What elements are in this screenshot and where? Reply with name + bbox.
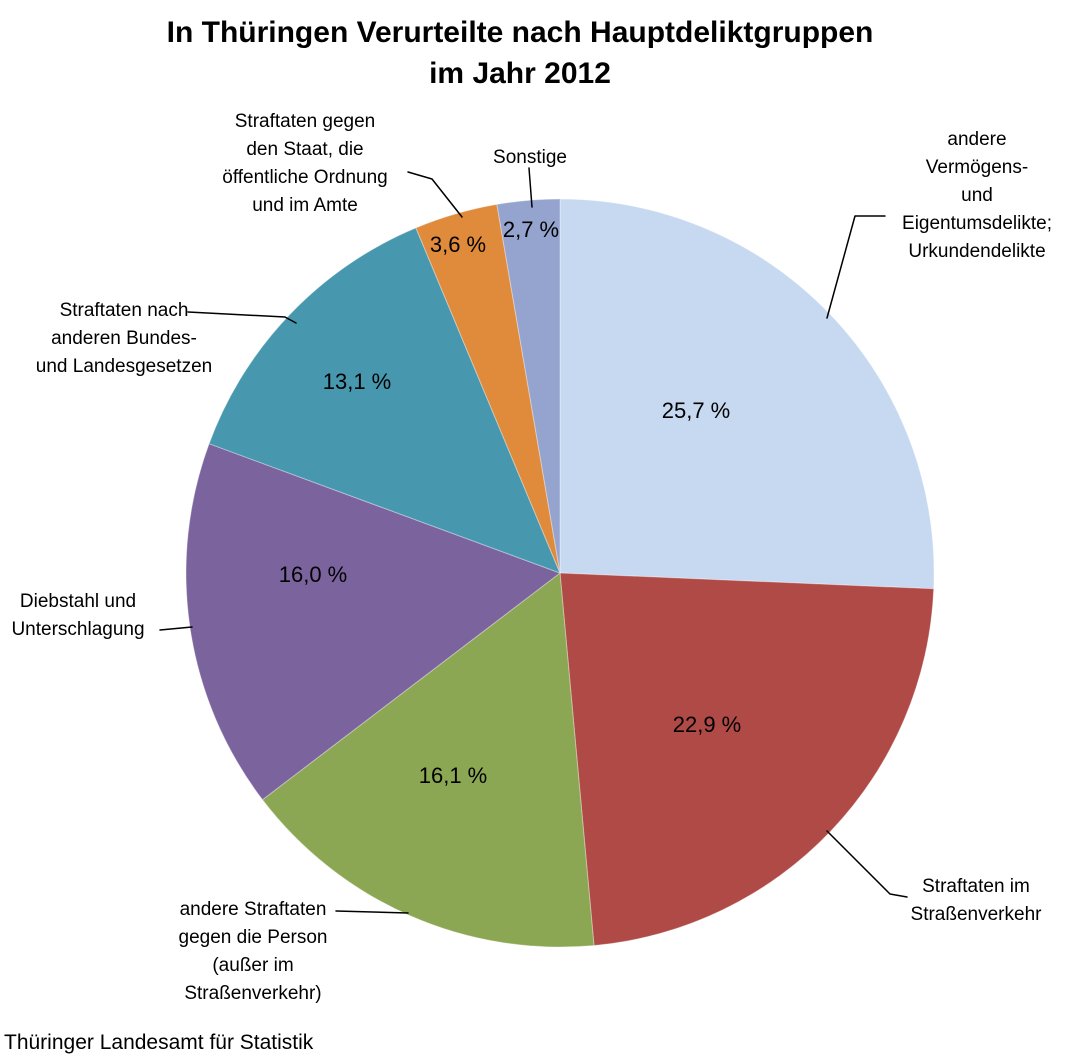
pct-label-vermoegen: 25,7 % bbox=[662, 398, 731, 423]
leader-line-diebstahl bbox=[159, 626, 193, 631]
pie-slice-staat bbox=[415, 203, 561, 574]
leader-line-strassenverkehr bbox=[826, 830, 908, 898]
pie-slice-sonstige bbox=[496, 198, 561, 574]
pct-label-person: 16,1 % bbox=[419, 763, 488, 788]
pie-slice-person bbox=[261, 572, 595, 948]
pie-slice-vermoegen bbox=[559, 198, 935, 590]
leader-line-bundesgesetze bbox=[187, 311, 297, 324]
pct-label-diebstahl: 16,0 % bbox=[279, 562, 348, 587]
pie-slice-bundesgesetze bbox=[208, 227, 561, 574]
slice-label-straftaten-gegen-person: andere Straftaten gegen die Person (auße… bbox=[178, 899, 328, 1004]
chart-title: In Thüringen Verurteilte nach Hauptdelik… bbox=[166, 16, 874, 90]
slice-label-strassenverkehr: Straftaten im Straßenverkehr bbox=[910, 876, 1042, 925]
slice-label-diebstahl: Diebstahl und Unterschlagung bbox=[11, 591, 145, 640]
slice-label-staat-ordnung-amt: Straftaten gegen den Staat, die öffentli… bbox=[222, 111, 388, 216]
slice-label-bundesgesetze: Straftaten nach anderen Bundes- und Land… bbox=[35, 300, 213, 377]
slice-label-vermoegensdelikte: andere Vermögens- und Eigentumsdelikte; … bbox=[902, 129, 1052, 262]
pct-label-staat: 3,6 % bbox=[430, 232, 486, 257]
pct-label-bundesgesetze: 13,1 % bbox=[323, 369, 392, 394]
leader-line-vermoegen bbox=[826, 215, 886, 319]
pie-slice-diebstahl bbox=[185, 443, 562, 801]
pie-slice-strassenverkehr bbox=[559, 572, 935, 947]
slice-label-sonstige: Sonstige bbox=[493, 147, 567, 168]
leader-line-staat bbox=[407, 171, 463, 218]
pct-label-strassenverkehr: 22,9 % bbox=[673, 712, 742, 737]
leader-line-sonstige bbox=[528, 167, 533, 208]
leader-line-person bbox=[335, 910, 409, 914]
source-attribution: Thüringer Landesamt für Statistik bbox=[4, 1031, 314, 1054]
pct-label-sonstige: 2,7 % bbox=[503, 217, 559, 242]
